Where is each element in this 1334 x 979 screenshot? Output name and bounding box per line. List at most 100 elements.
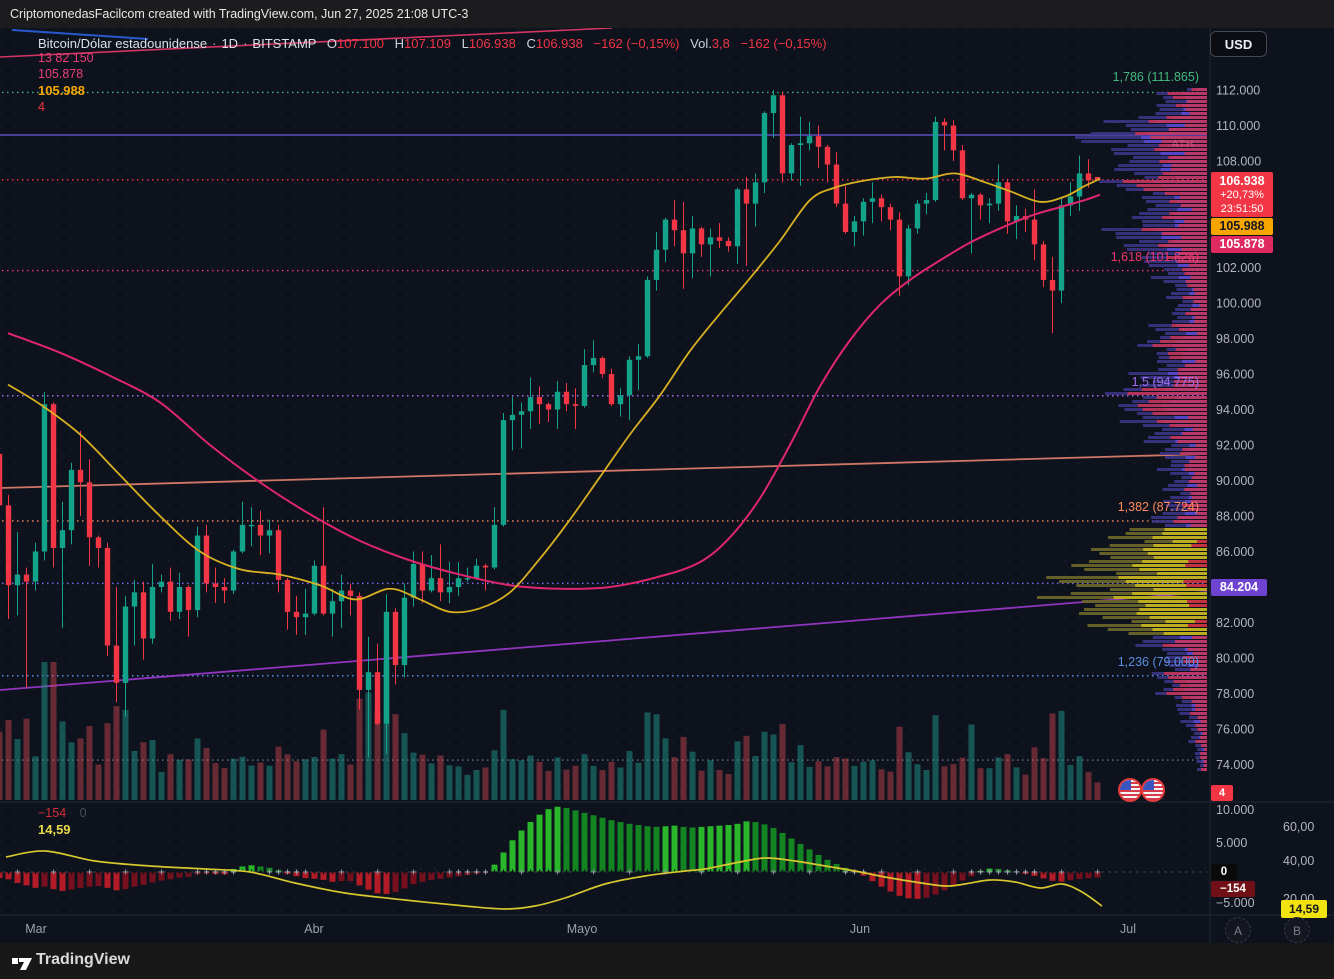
quick-button-b[interactable]: B: [1284, 917, 1310, 943]
price-axis-label: 94.000: [1216, 403, 1254, 417]
macd-histogram-bar: [437, 872, 444, 879]
candle-body: [878, 198, 885, 208]
os-titlebar: CriptomonedasFacilcom created with Tradi…: [0, 0, 1334, 28]
macd-histogram-bar: [113, 872, 120, 891]
candle-body: [932, 121, 939, 201]
ma13-value-readout: 105.988: [38, 83, 85, 98]
fib-level-label: 1,618 (101.826): [1110, 250, 1199, 264]
candle-body: [707, 237, 714, 245]
economic-event-flag-icon[interactable]: [1118, 778, 1142, 802]
profile-row: [1164, 528, 1207, 531]
profile-row: [1171, 164, 1207, 167]
candle-body: [1031, 219, 1038, 245]
titlebar-text: CriptomonedasFacilcom created with Tradi…: [10, 7, 469, 21]
symbol-legend[interactable]: Bitcoin/Dólar estadounidense · 1D · BITSTAMP…: [38, 36, 827, 51]
interval-label[interactable]: 1D: [221, 36, 239, 51]
profile-row: [1163, 632, 1207, 635]
change-value: −162 (−0,15%): [593, 36, 680, 51]
profile-row: [1162, 216, 1207, 219]
profile-row: [1142, 408, 1207, 411]
volume-bar: [293, 761, 300, 800]
close-value: 106.938: [535, 36, 583, 51]
candle-body: [320, 565, 327, 614]
macd-histogram-bar: [383, 872, 390, 894]
profile-row: [1181, 248, 1207, 251]
volume-bar: [95, 764, 102, 800]
volume-bar: [1022, 774, 1029, 800]
volume-bar: [752, 755, 759, 800]
volume-bar: [680, 736, 687, 800]
candle-body: [518, 411, 525, 415]
currency-toggle-button[interactable]: USD: [1210, 31, 1267, 57]
candle-body: [923, 200, 930, 204]
candle-body: [860, 201, 867, 222]
profile-row: [1194, 316, 1207, 319]
macd-histogram-bar: [149, 872, 156, 883]
volume-bar: [833, 757, 840, 800]
profile-row: [1113, 596, 1207, 599]
volume-bar: [554, 757, 561, 800]
profile-row: [1191, 476, 1207, 479]
candle-body: [455, 578, 462, 587]
macd-histogram-bar: [608, 820, 615, 872]
zero-line-marker: +: [294, 868, 300, 879]
candle-body: [527, 397, 534, 412]
zero-line-marker: +: [258, 868, 264, 879]
volume-bar: [932, 715, 939, 800]
ath-watermark: ATH: [1172, 139, 1195, 150]
zero-line-marker: +: [834, 868, 840, 879]
economic-event-flag-icon[interactable]: [1141, 778, 1165, 802]
zero-line-marker: +: [42, 868, 48, 879]
profile-row: [1177, 260, 1207, 263]
macd-histogram-bar: [104, 872, 111, 888]
ma13-price-badge: 105.988: [1211, 218, 1273, 235]
profile-row: [1125, 580, 1207, 583]
profile-row: [1158, 244, 1207, 247]
macd-histogram-bar: [968, 872, 975, 877]
candle-body: [617, 395, 624, 405]
profile-row: [1190, 524, 1207, 527]
macd-histogram-bar: [140, 872, 147, 885]
profile-row: [1170, 168, 1207, 171]
volume-bar: [473, 770, 480, 800]
macd-histogram-bar: [284, 872, 291, 874]
candle-body: [176, 587, 183, 612]
volume-bar: [887, 771, 894, 800]
volume-bar: [5, 720, 12, 800]
chart-canvas[interactable]: 112.000 110.000 108.000 102.000 100.000 98.00…: [0, 28, 1334, 943]
descending-trendline: [0, 28, 613, 58]
quick-button-a[interactable]: A: [1225, 917, 1251, 943]
candle-body: [194, 535, 201, 611]
profile-row: [1190, 712, 1207, 715]
candle-body: [797, 143, 804, 146]
tradingview-logo-icon[interactable]: [12, 952, 34, 972]
profile-row: [1184, 124, 1207, 127]
zero-line-marker: +: [402, 868, 408, 879]
profile-row: [1191, 636, 1207, 639]
profile-row: [1166, 116, 1207, 119]
profile-row: [1190, 308, 1207, 311]
candle-body: [41, 404, 48, 552]
volume-bar: [617, 767, 624, 800]
macd-zero: 0: [79, 806, 87, 820]
profile-row: [1197, 728, 1207, 731]
profile-row: [1148, 120, 1207, 123]
volume-bar: [968, 724, 975, 800]
candle-body: [329, 601, 336, 614]
candle-body: [824, 146, 831, 165]
tradingview-brand[interactable]: TradingView: [36, 951, 130, 968]
zero-line-marker: +: [780, 868, 786, 879]
volume-bar: [914, 764, 921, 800]
last-price-badge: 106.938 +20,73% 23:51:50: [1211, 172, 1273, 217]
stoch-line: [5, 850, 1103, 910]
volume-bar: [950, 763, 957, 800]
profile-row: [1184, 488, 1207, 491]
symbol-title[interactable]: Bitcoin/Dólar estadounidense: [38, 36, 208, 51]
zero-line-marker: +: [798, 868, 804, 879]
candle-body: [590, 358, 597, 366]
zero-line-marker: +: [654, 868, 660, 879]
macd-histogram-bar: [212, 872, 219, 875]
candle-body: [86, 482, 93, 538]
zero-line-marker: +: [213, 868, 219, 879]
profile-row: [1186, 584, 1207, 587]
